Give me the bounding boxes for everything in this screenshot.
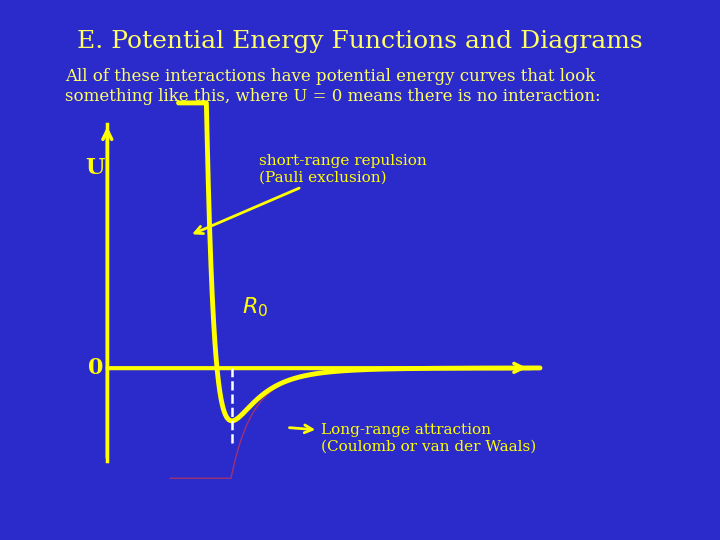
Text: something like this, where U = 0 means there is no interaction:: something like this, where U = 0 means t…	[65, 88, 600, 105]
Text: short-range repulsion
(Pauli exclusion): short-range repulsion (Pauli exclusion)	[195, 154, 427, 234]
Text: Long-range attraction
(Coulomb or van der Waals): Long-range attraction (Coulomb or van de…	[289, 423, 536, 454]
Text: $R_0$: $R_0$	[242, 296, 269, 319]
Text: 0: 0	[88, 357, 103, 379]
Text: U: U	[86, 158, 105, 179]
Text: E. Potential Energy Functions and Diagrams: E. Potential Energy Functions and Diagra…	[77, 30, 643, 53]
Text: All of these interactions have potential energy curves that look: All of these interactions have potential…	[65, 68, 595, 85]
